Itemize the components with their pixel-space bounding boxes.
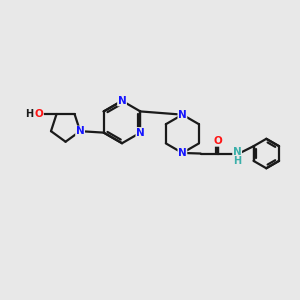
Text: H: H: [233, 156, 241, 166]
Text: N: N: [118, 96, 126, 106]
Text: H: H: [25, 109, 33, 119]
Text: O: O: [213, 136, 222, 146]
Text: N: N: [76, 126, 85, 136]
Text: N: N: [136, 128, 145, 138]
Text: N: N: [178, 110, 187, 120]
Text: O: O: [34, 109, 43, 119]
Text: N: N: [233, 147, 242, 158]
Text: N: N: [178, 148, 187, 158]
